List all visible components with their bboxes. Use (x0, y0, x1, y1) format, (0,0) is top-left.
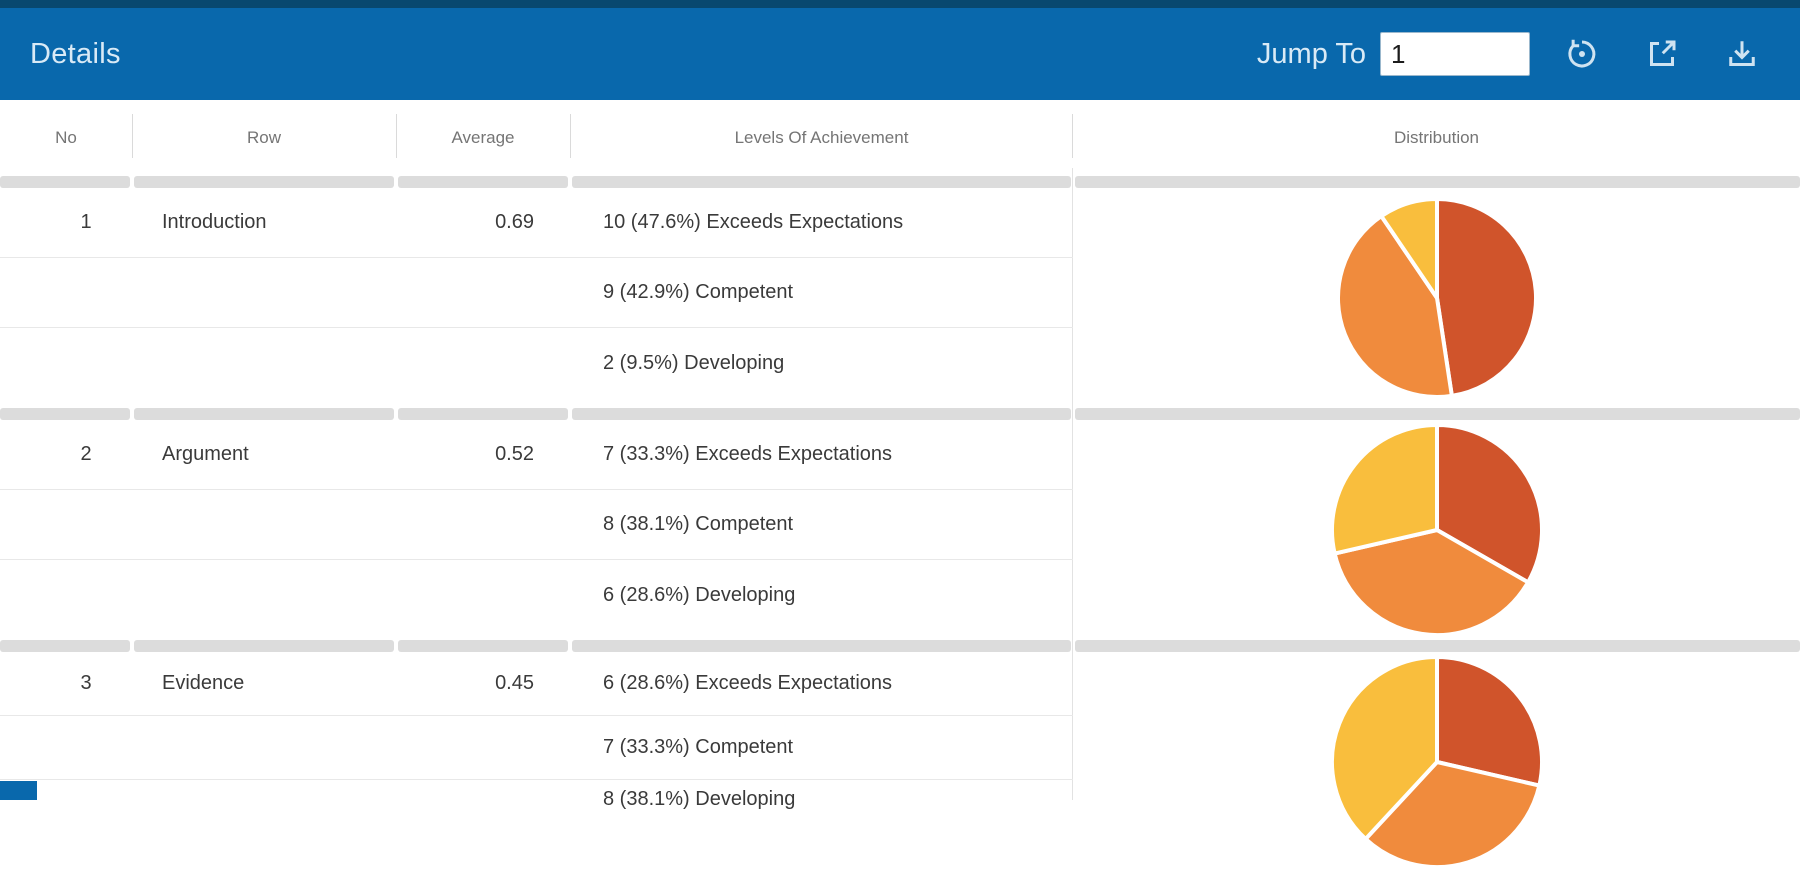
cell-no: 2 (80, 443, 92, 465)
cell-distribution (1073, 420, 1800, 640)
download-icon (1729, 41, 1755, 66)
cell-no: 3 (80, 672, 92, 694)
header-divider (132, 114, 133, 158)
table-row: 3 Evidence 0.45 6 (28.6%) Exceeds Expect… (0, 652, 1073, 716)
header-divider (396, 114, 397, 158)
table-row: 2 (9.5%) Developing (0, 328, 1073, 398)
download-button[interactable] (1724, 36, 1760, 72)
cell-level: 10 (47.6%) Exceeds Expectations (603, 211, 904, 233)
table-row-group-introduction: 1 Introduction 0.69 10 (47.6%) Exceeds E… (0, 176, 1800, 408)
jump-to-label: Jump To (1256, 37, 1366, 70)
cell-average: 0.52 (495, 443, 534, 465)
cell-row-name: Introduction (162, 211, 267, 233)
restore-icon (1568, 39, 1596, 68)
cell-distribution (1073, 652, 1800, 872)
top-strip (0, 0, 1800, 8)
page-title: Details (30, 37, 121, 70)
table-row: 8 (38.1%) Developing (0, 780, 1073, 844)
group-separator (0, 408, 1800, 420)
header-divider (570, 114, 571, 158)
column-header-average: Average (451, 128, 515, 147)
column-header-row: Row (246, 128, 281, 147)
distribution-column-divider (1072, 168, 1073, 800)
table-row: 6 (28.6%) Developing (0, 560, 1073, 630)
column-header-no: No (55, 128, 77, 147)
cell-level: 7 (33.3%) Competent (603, 736, 794, 758)
open-in-new-icon (1650, 40, 1676, 66)
distribution-pie-chart (1335, 197, 1538, 399)
distribution-pie-chart (1329, 423, 1544, 637)
table-body: 1 Introduction 0.69 10 (47.6%) Exceeds E… (0, 176, 1800, 872)
cell-no: 1 (80, 211, 92, 233)
distribution-pie-chart (1329, 655, 1544, 869)
cell-level: 8 (38.1%) Competent (603, 513, 794, 535)
table-row: 1 Introduction 0.69 10 (47.6%) Exceeds E… (0, 188, 1073, 258)
group-separator (0, 640, 1800, 652)
table-row: 9 (42.9%) Competent (0, 258, 1073, 328)
table-row: 8 (38.1%) Competent (0, 490, 1073, 560)
cell-row-name: Evidence (162, 672, 245, 694)
table-row-group-argument: 2 Argument 0.52 7 (33.3%) Exceeds Expect… (0, 408, 1800, 640)
group-separator (0, 176, 1800, 188)
table-header: No Row Average Levels Of Achievement Dis… (0, 100, 1800, 176)
table-row-group-evidence: 3 Evidence 0.45 6 (28.6%) Exceeds Expect… (0, 640, 1800, 872)
column-header-distribution: Distribution (1393, 128, 1480, 147)
header-divider (1072, 114, 1073, 158)
table-row: 7 (33.3%) Competent (0, 716, 1073, 780)
cell-level: 2 (9.5%) Developing (603, 351, 785, 374)
cell-level: 6 (28.6%) Exceeds Expectations (603, 672, 893, 694)
table-row: 2 Argument 0.52 7 (33.3%) Exceeds Expect… (0, 420, 1073, 490)
cell-row-name: Argument (162, 443, 249, 465)
column-header-levels: Levels Of Achievement (734, 128, 909, 147)
cell-level: 9 (42.9%) Competent (603, 281, 794, 303)
icon-bar (1564, 36, 1760, 72)
cell-distribution (1073, 188, 1800, 408)
cell-average: 0.45 (495, 672, 534, 694)
restore-button[interactable] (1564, 36, 1600, 72)
cell-level: 6 (28.6%) Developing (603, 583, 796, 606)
cell-average: 0.69 (495, 211, 534, 233)
top-bar: Details Jump To (0, 0, 1800, 100)
jump-to-input[interactable] (1380, 32, 1530, 76)
top-bar-right: Jump To (1257, 32, 1760, 76)
cell-level: 7 (33.3%) Exceeds Expectations (603, 443, 893, 465)
bottom-section-fragment (0, 781, 37, 800)
open-in-new-button[interactable] (1644, 36, 1680, 72)
